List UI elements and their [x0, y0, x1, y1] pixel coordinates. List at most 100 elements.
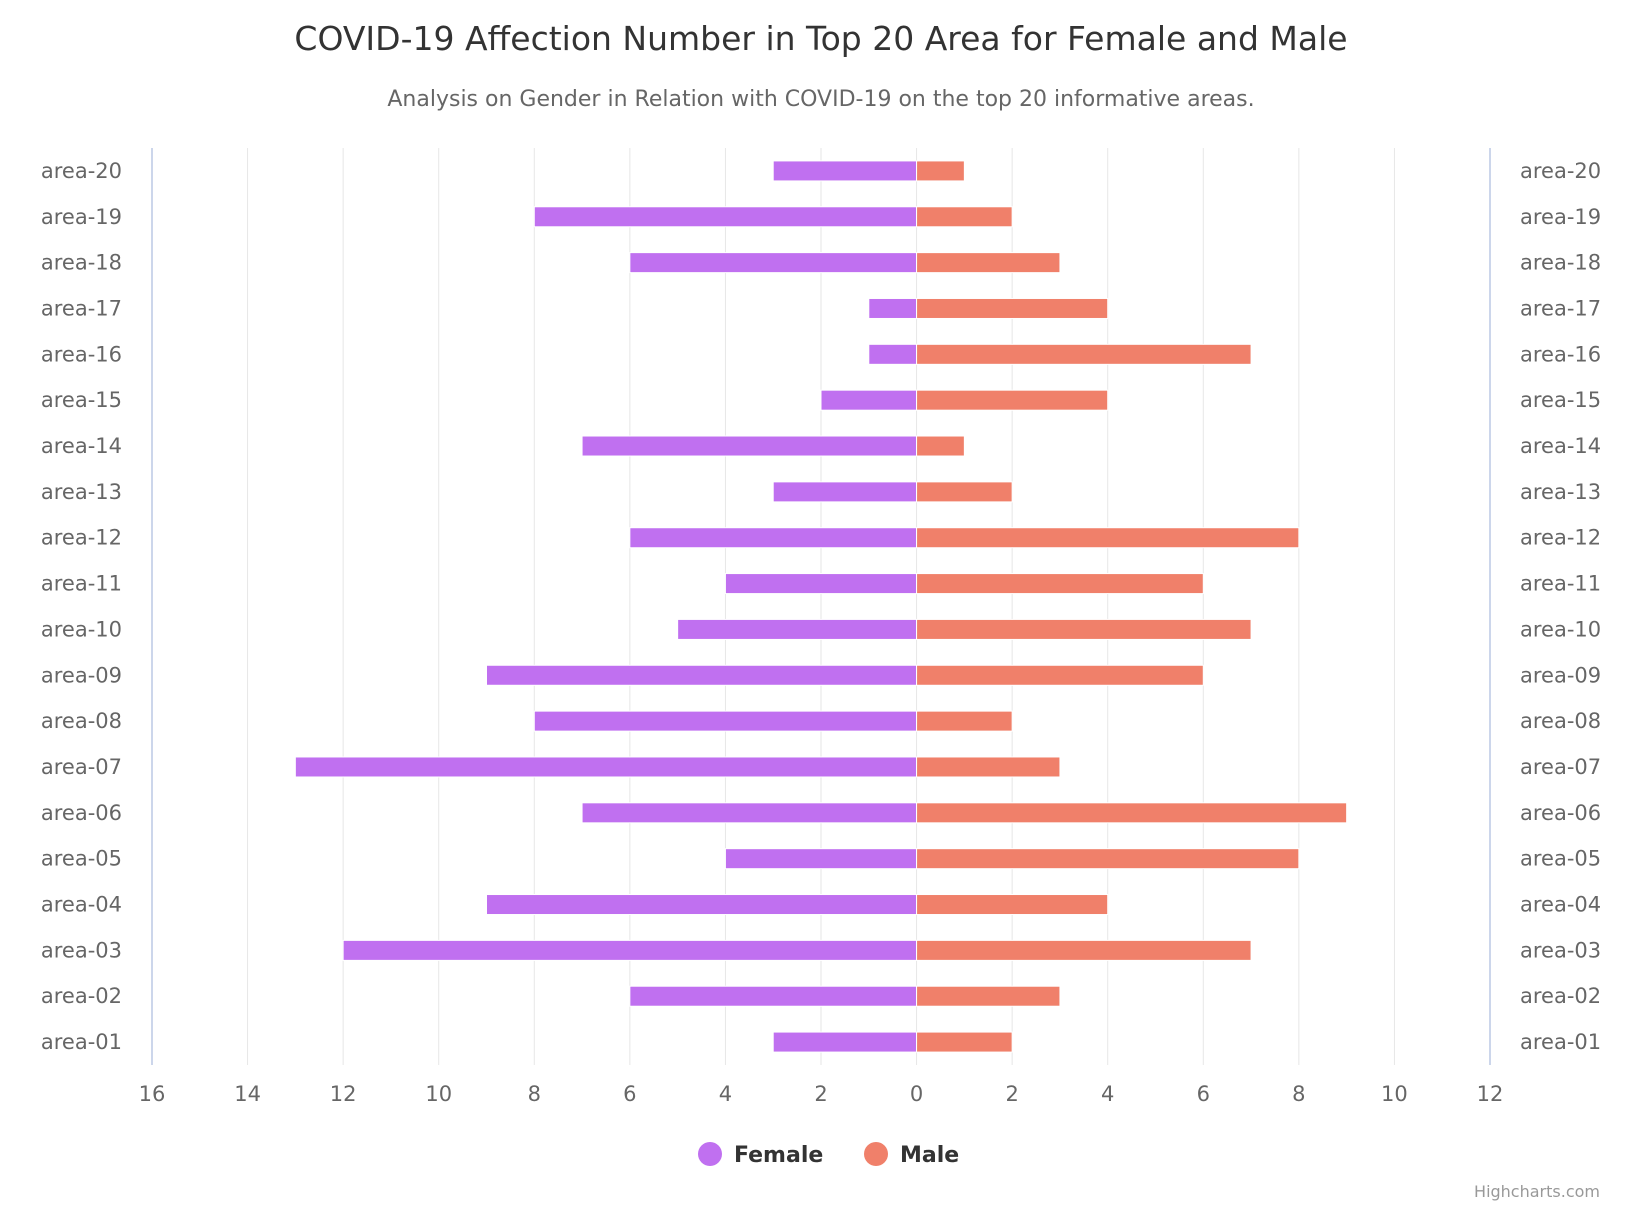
male-bar-area-03[interactable] [916, 939, 1252, 961]
category-label-left: area-19 [41, 205, 122, 229]
x-tick-label: 16 [139, 1082, 166, 1106]
category-labels-left: area-01 area-02 area-03 area-04 area-05 area-… [41, 159, 122, 1054]
category-label-right: area-17 [1520, 296, 1601, 320]
category-label-left: area-13 [41, 480, 122, 504]
female-bar-area-11[interactable] [724, 573, 918, 595]
x-tick-label: 8 [1292, 1082, 1305, 1106]
x-tick-label: 2 [1005, 1082, 1018, 1106]
category-label-right: area-15 [1520, 388, 1601, 412]
male-bar-area-15[interactable] [916, 389, 1109, 411]
category-label-left: area-15 [41, 388, 122, 412]
category-label-left: area-18 [41, 251, 122, 275]
male-bar-area-04[interactable] [916, 894, 1109, 916]
x-tick-label: 4 [1101, 1082, 1114, 1106]
male-bar-area-02[interactable] [916, 985, 1061, 1007]
category-label-right: area-18 [1520, 251, 1601, 275]
female-bar-area-05[interactable] [724, 848, 918, 870]
x-tick-label: 12 [330, 1082, 357, 1106]
female-bar-area-01[interactable] [772, 1031, 918, 1053]
category-label-right: area-11 [1520, 572, 1601, 596]
x-axis-ticks: 16 14 12 10 8 6 4 2 0 2 4 6 8 10 12 [139, 1082, 1504, 1106]
female-bar-area-08[interactable] [533, 710, 918, 732]
category-label-left: area-03 [41, 938, 122, 962]
category-label-right: area-06 [1520, 801, 1601, 825]
female-bar-area-04[interactable] [486, 894, 918, 916]
female-bar-area-03[interactable] [342, 939, 918, 961]
chart-subtitle: Analysis on Gender in Relation with COVI… [387, 87, 1254, 112]
female-bar-area-16[interactable] [868, 343, 918, 365]
category-label-right: area-12 [1520, 526, 1601, 550]
category-label-left: area-02 [41, 984, 122, 1008]
category-label-left: area-11 [41, 572, 122, 596]
female-bar-area-07[interactable] [294, 756, 918, 778]
category-label-right: area-05 [1520, 847, 1601, 871]
category-label-right: area-01 [1520, 1030, 1601, 1054]
x-tick-label: 0 [910, 1082, 923, 1106]
male-bar-area-17[interactable] [916, 297, 1109, 319]
category-label-right: area-07 [1520, 755, 1601, 779]
chart-title: COVID-19 Affection Number in Top 20 Area… [294, 19, 1347, 58]
female-bar-area-02[interactable] [629, 985, 918, 1007]
legend-item-female[interactable]: Female [698, 1142, 823, 1168]
category-label-left: area-04 [41, 893, 122, 917]
male-bar-area-18[interactable] [916, 252, 1061, 274]
x-tick-label: 4 [719, 1082, 732, 1106]
male-bar-area-20[interactable] [916, 160, 965, 182]
female-bar-area-14[interactable] [581, 435, 918, 457]
female-bar-area-13[interactable] [772, 481, 918, 503]
category-label-left: area-07 [41, 755, 122, 779]
category-label-right: area-08 [1520, 709, 1601, 733]
male-bar-area-19[interactable] [916, 206, 1013, 228]
male-bar-area-13[interactable] [916, 481, 1013, 503]
male-bar-area-09[interactable] [916, 664, 1204, 686]
category-label-left: area-16 [41, 342, 122, 366]
male-bar-area-12[interactable] [916, 527, 1300, 549]
x-tick-label: 6 [1197, 1082, 1210, 1106]
male-bar-area-10[interactable] [916, 618, 1252, 640]
male-bar-area-06[interactable] [916, 802, 1348, 824]
x-tick-label: 12 [1477, 1082, 1504, 1106]
credits-link[interactable]: Highcharts.com [1474, 1182, 1600, 1201]
female-bar-area-06[interactable] [581, 802, 918, 824]
male-bar-area-11[interactable] [916, 573, 1204, 595]
x-tick-label: 2 [814, 1082, 827, 1106]
female-bar-area-20[interactable] [772, 160, 918, 182]
male-bar-area-16[interactable] [916, 343, 1252, 365]
category-label-left: area-10 [41, 617, 122, 641]
male-bar-area-05[interactable] [916, 848, 1300, 870]
category-label-left: area-09 [41, 663, 122, 687]
category-label-right: area-20 [1520, 159, 1601, 183]
category-labels-right: area-01 area-02 area-03 area-04 area-05 area-… [1520, 159, 1601, 1054]
bars [294, 160, 1348, 1053]
female-bar-area-09[interactable] [486, 664, 918, 686]
x-tick-label: 8 [528, 1082, 541, 1106]
legend-marker [698, 1142, 722, 1166]
category-label-left: area-20 [41, 159, 122, 183]
category-label-left: area-08 [41, 709, 122, 733]
category-label-left: area-12 [41, 526, 122, 550]
category-label-right: area-03 [1520, 938, 1601, 962]
female-bar-area-18[interactable] [629, 252, 918, 274]
male-bar-area-14[interactable] [916, 435, 965, 457]
male-bar-area-08[interactable] [916, 710, 1013, 732]
female-bar-area-12[interactable] [629, 527, 918, 549]
category-label-left: area-17 [41, 296, 122, 320]
female-bar-area-19[interactable] [533, 206, 918, 228]
female-bar-area-17[interactable] [868, 297, 918, 319]
legend-item-male[interactable]: Male [864, 1142, 959, 1168]
category-label-right: area-10 [1520, 617, 1601, 641]
x-tick-label: 6 [623, 1082, 636, 1106]
x-tick-label: 10 [425, 1082, 452, 1106]
category-label-right: area-09 [1520, 663, 1601, 687]
category-label-right: area-14 [1520, 434, 1601, 458]
male-bar-area-01[interactable] [916, 1031, 1013, 1053]
female-bar-area-15[interactable] [820, 389, 918, 411]
x-tick-label: 14 [234, 1082, 261, 1106]
category-label-right: area-04 [1520, 893, 1601, 917]
male-bar-area-07[interactable] [916, 756, 1061, 778]
category-label-left: area-06 [41, 801, 122, 825]
female-bar-area-10[interactable] [677, 618, 918, 640]
category-label-left: area-05 [41, 847, 122, 871]
